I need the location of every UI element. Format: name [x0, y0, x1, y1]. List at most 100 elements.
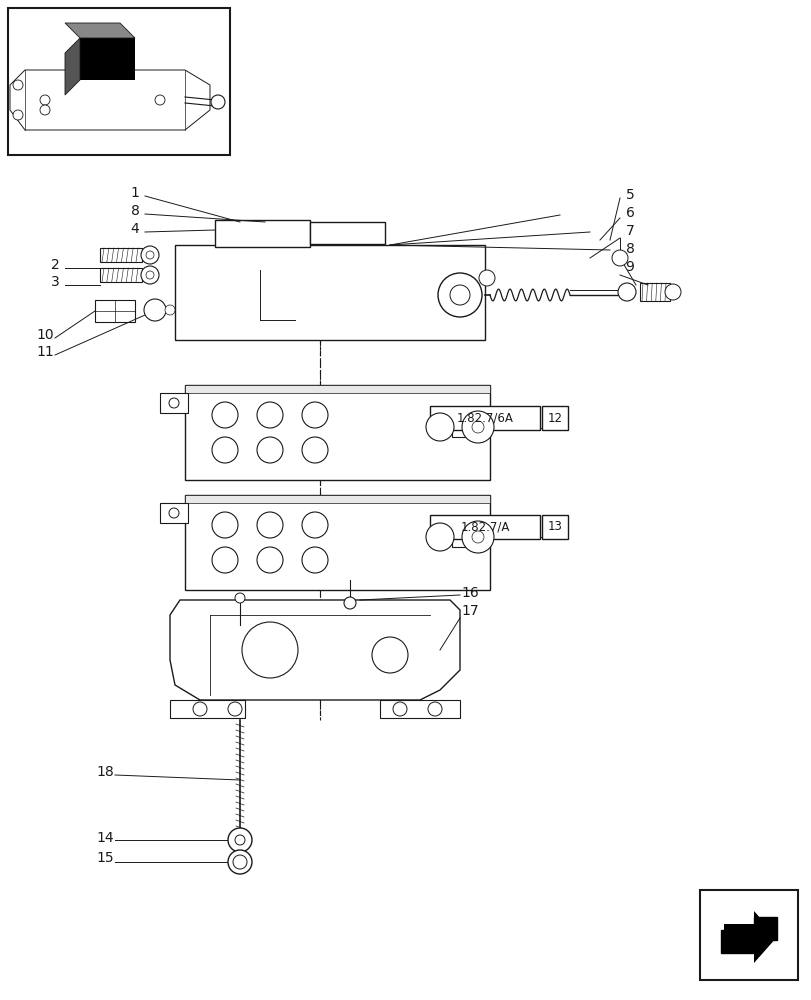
Bar — [169, 700, 245, 718]
Bar — [95, 300, 135, 322]
Circle shape — [212, 437, 238, 463]
Circle shape — [302, 437, 328, 463]
Circle shape — [257, 437, 283, 463]
Bar — [310, 222, 384, 244]
Circle shape — [141, 266, 159, 284]
Text: 10: 10 — [36, 328, 54, 342]
Circle shape — [257, 402, 283, 428]
Bar — [215, 220, 310, 247]
Circle shape — [193, 702, 207, 716]
Polygon shape — [723, 911, 776, 963]
Bar — [185, 495, 489, 590]
Circle shape — [302, 402, 328, 428]
Bar — [80, 38, 135, 80]
Circle shape — [242, 622, 298, 678]
Bar — [699, 890, 797, 980]
Bar — [160, 503, 188, 523]
Circle shape — [169, 398, 178, 408]
Circle shape — [13, 80, 23, 90]
Bar — [100, 248, 142, 262]
Text: 15: 15 — [96, 851, 114, 865]
Circle shape — [471, 421, 483, 433]
Circle shape — [617, 283, 635, 301]
Polygon shape — [720, 917, 776, 953]
Circle shape — [371, 637, 407, 673]
Text: 16: 16 — [461, 586, 478, 600]
Circle shape — [165, 305, 175, 315]
Circle shape — [40, 95, 50, 105]
Circle shape — [426, 413, 453, 441]
Polygon shape — [65, 23, 135, 38]
Text: 1.82.7/6A: 1.82.7/6A — [456, 412, 513, 424]
Text: 2: 2 — [50, 258, 59, 272]
Bar — [185, 385, 489, 480]
Circle shape — [664, 284, 680, 300]
Text: 14: 14 — [96, 831, 114, 845]
Circle shape — [212, 547, 238, 573]
Circle shape — [233, 855, 247, 869]
Circle shape — [212, 512, 238, 538]
Circle shape — [426, 523, 453, 551]
Circle shape — [169, 508, 178, 518]
Bar — [8, 8, 230, 155]
Circle shape — [478, 270, 495, 286]
Circle shape — [449, 285, 470, 305]
Text: 11: 11 — [36, 345, 54, 359]
Circle shape — [40, 105, 50, 115]
Bar — [430, 515, 539, 539]
Circle shape — [427, 702, 441, 716]
Bar — [541, 515, 568, 539]
Circle shape — [257, 547, 283, 573]
Circle shape — [461, 521, 493, 553]
Circle shape — [471, 531, 483, 543]
Circle shape — [344, 597, 355, 609]
Circle shape — [144, 299, 165, 321]
Text: 18: 18 — [96, 765, 114, 779]
Circle shape — [155, 95, 165, 105]
Bar — [100, 268, 142, 282]
Polygon shape — [10, 70, 210, 130]
Circle shape — [146, 251, 154, 259]
Polygon shape — [169, 600, 460, 700]
Text: 1.82.7/A: 1.82.7/A — [460, 520, 509, 534]
Circle shape — [234, 835, 245, 845]
Polygon shape — [65, 38, 80, 95]
Text: 1: 1 — [131, 186, 139, 200]
Bar — [541, 406, 568, 430]
Circle shape — [13, 110, 23, 120]
Text: 7: 7 — [624, 224, 633, 238]
Text: 5: 5 — [624, 188, 633, 202]
Text: 8: 8 — [624, 242, 633, 256]
Bar — [452, 527, 471, 547]
Bar — [430, 406, 539, 430]
Circle shape — [302, 512, 328, 538]
Circle shape — [234, 593, 245, 603]
Circle shape — [611, 250, 627, 266]
Bar — [639, 283, 669, 301]
Text: 12: 12 — [547, 412, 562, 424]
Circle shape — [146, 271, 154, 279]
Text: 13: 13 — [547, 520, 562, 534]
Bar — [185, 385, 489, 393]
Bar — [380, 700, 460, 718]
Bar — [452, 417, 471, 437]
Bar — [185, 495, 489, 503]
Text: 6: 6 — [624, 206, 633, 220]
Circle shape — [461, 411, 493, 443]
Circle shape — [228, 702, 242, 716]
Circle shape — [437, 273, 482, 317]
Circle shape — [393, 702, 406, 716]
Circle shape — [228, 828, 251, 852]
Circle shape — [211, 95, 225, 109]
Text: 3: 3 — [50, 275, 59, 289]
Bar — [160, 393, 188, 413]
Circle shape — [212, 402, 238, 428]
Text: 9: 9 — [624, 260, 633, 274]
Text: 8: 8 — [131, 204, 139, 218]
Circle shape — [141, 246, 159, 264]
Circle shape — [302, 547, 328, 573]
Circle shape — [228, 850, 251, 874]
Text: 17: 17 — [461, 604, 478, 618]
Circle shape — [257, 512, 283, 538]
Text: 4: 4 — [131, 222, 139, 236]
